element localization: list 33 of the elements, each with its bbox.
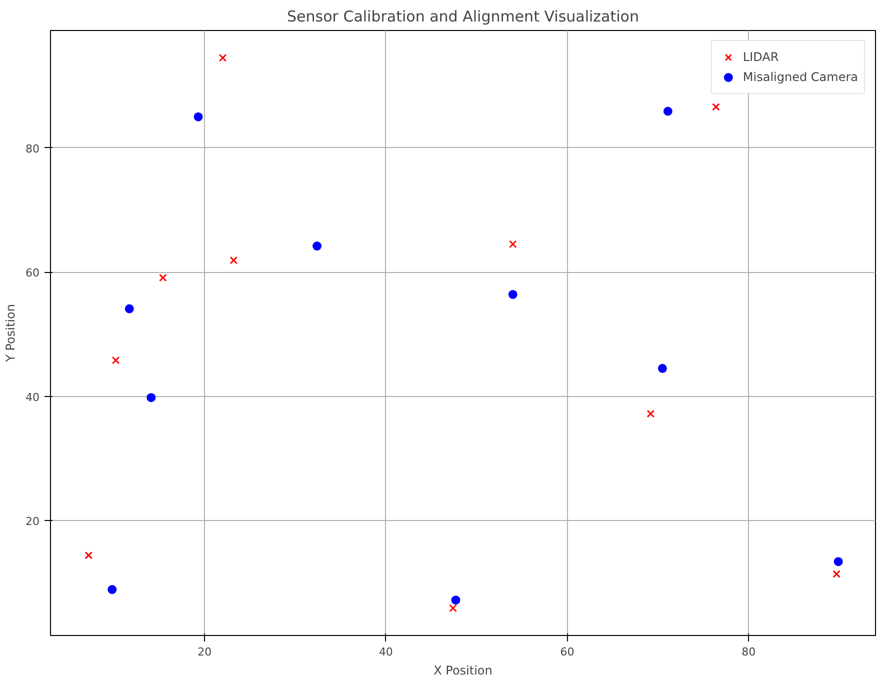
point [108, 585, 117, 594]
point [158, 274, 167, 282]
y-tick-label: 60 [26, 266, 40, 280]
point [451, 596, 460, 605]
point [712, 102, 720, 111]
chart-title: Sensor Calibration and Alignment Visualization [287, 8, 639, 26]
point [508, 240, 517, 248]
point [646, 410, 655, 418]
point [663, 106, 672, 116]
x-tick-label: 40 [378, 646, 393, 658]
point [508, 290, 518, 299]
point [832, 570, 840, 578]
point [124, 304, 134, 314]
legend-label: Misaligned Camera [742, 70, 858, 84]
point [312, 242, 322, 251]
x-tick-label: 60 [560, 646, 574, 658]
point [218, 54, 227, 62]
point [112, 356, 120, 364]
point [230, 256, 238, 264]
point [658, 364, 667, 373]
y-axis-title: Y Position [4, 304, 18, 363]
y-tick-label: 20 [26, 515, 40, 528]
point [449, 604, 457, 612]
x-axis-title: X Position [434, 664, 492, 678]
point [146, 393, 156, 402]
y-tick-label: 80 [26, 142, 40, 156]
point [834, 557, 843, 566]
x-tick-label: 80 [742, 646, 756, 658]
legend-label: LIDAR [742, 50, 779, 64]
point [194, 112, 203, 122]
x-tick-label: 20 [198, 646, 212, 658]
point [84, 551, 93, 560]
y-tick-label: 40 [26, 390, 40, 404]
